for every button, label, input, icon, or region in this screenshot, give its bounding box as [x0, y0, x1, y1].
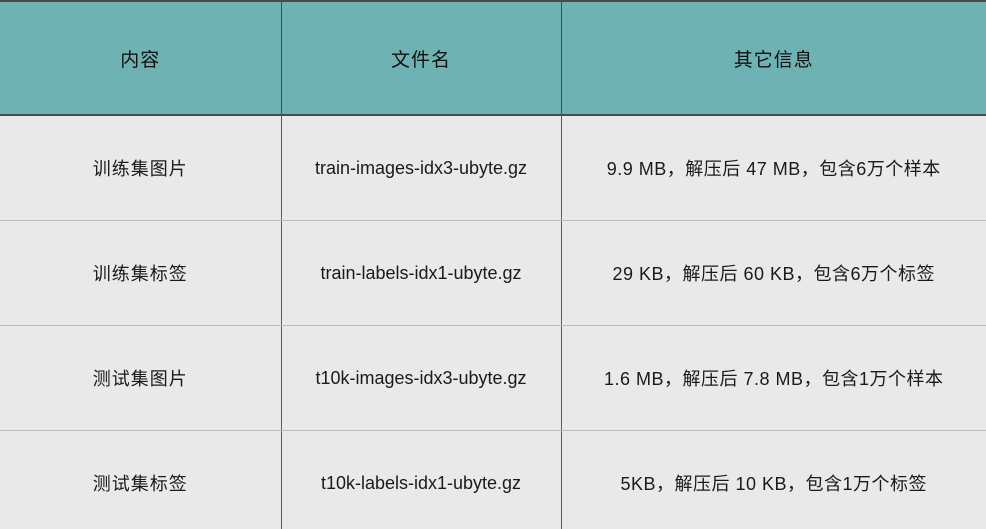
- table-body: 训练集图片 train-images-idx3-ubyte.gz 9.9 MB，…: [0, 115, 986, 529]
- cell-content: 测试集标签: [0, 430, 282, 529]
- cell-filename: train-images-idx3-ubyte.gz: [281, 115, 562, 221]
- column-header-info: 其它信息: [561, 0, 986, 116]
- table-row: 测试集图片 t10k-images-idx3-ubyte.gz 1.6 MB，解…: [0, 325, 986, 431]
- table-row: 训练集标签 train-labels-idx1-ubyte.gz 29 KB，解…: [0, 220, 986, 326]
- cell-info: 29 KB，解压后 60 KB，包含6万个标签: [561, 220, 986, 326]
- cell-content: 训练集标签: [0, 220, 282, 326]
- cell-info: 1.6 MB，解压后 7.8 MB，包含1万个样本: [561, 325, 986, 431]
- cell-filename: t10k-images-idx3-ubyte.gz: [281, 325, 562, 431]
- table-row: 训练集图片 train-images-idx3-ubyte.gz 9.9 MB，…: [0, 115, 986, 221]
- cell-content: 测试集图片: [0, 325, 282, 431]
- header-row: 内容 文件名 其它信息: [0, 0, 986, 116]
- cell-info: 9.9 MB，解压后 47 MB，包含6万个样本: [561, 115, 986, 221]
- column-header-content: 内容: [0, 0, 282, 116]
- column-header-filename: 文件名: [281, 0, 562, 116]
- cell-filename: t10k-labels-idx1-ubyte.gz: [281, 430, 562, 529]
- cell-filename: train-labels-idx1-ubyte.gz: [281, 220, 562, 326]
- table-row: 测试集标签 t10k-labels-idx1-ubyte.gz 5KB，解压后 …: [0, 430, 986, 529]
- table-header: 内容 文件名 其它信息: [0, 0, 986, 116]
- cell-content: 训练集图片: [0, 115, 282, 221]
- cell-info: 5KB，解压后 10 KB，包含1万个标签: [561, 430, 986, 529]
